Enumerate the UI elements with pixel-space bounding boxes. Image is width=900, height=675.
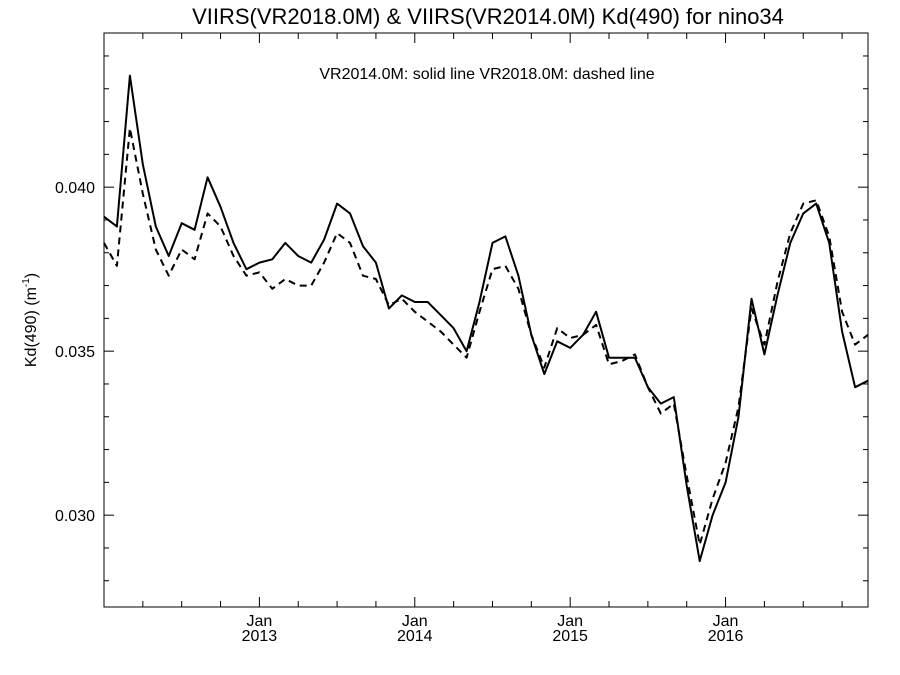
- y-axis-label: Kd(490) (m-1): [21, 273, 40, 367]
- line-style-annotation: VR2014.0M: solid line VR2018.0M: dashed …: [319, 66, 654, 83]
- x-tick-label-month: Jan: [402, 613, 428, 630]
- x-tick-label-month: Jan: [557, 613, 583, 630]
- y-axis-label-text: Kd(490) (m: [23, 287, 40, 367]
- y-tick-label: 0.040: [55, 180, 95, 197]
- x-tick-label-year: 2015: [552, 628, 588, 645]
- y-tick-label: 0.035: [55, 344, 95, 361]
- tick-marks: [104, 33, 868, 607]
- y-axis-label-superscript: -1: [21, 278, 32, 287]
- x-tick-label-month: Jan: [713, 613, 739, 630]
- series-line-dashed: [103, 127, 869, 546]
- y-axis-label-end: ): [23, 273, 40, 278]
- plot-frame: [103, 32, 869, 608]
- x-tick-label-month: Jan: [246, 613, 272, 630]
- x-tick-label-year: 2016: [708, 628, 744, 645]
- chart-title: VIIRS(VR2018.0M) & VIIRS(VR2014.0M) Kd(4…: [192, 4, 784, 29]
- series-line-solid: [103, 74, 869, 563]
- x-tick-label-year: 2014: [397, 628, 433, 645]
- tick-labels: 0.0300.0350.040Jan2013Jan2014Jan2015Jan2…: [55, 180, 744, 645]
- x-tick-label-year: 2013: [242, 628, 278, 645]
- series-layer: [103, 74, 869, 563]
- y-tick-label: 0.030: [55, 508, 95, 525]
